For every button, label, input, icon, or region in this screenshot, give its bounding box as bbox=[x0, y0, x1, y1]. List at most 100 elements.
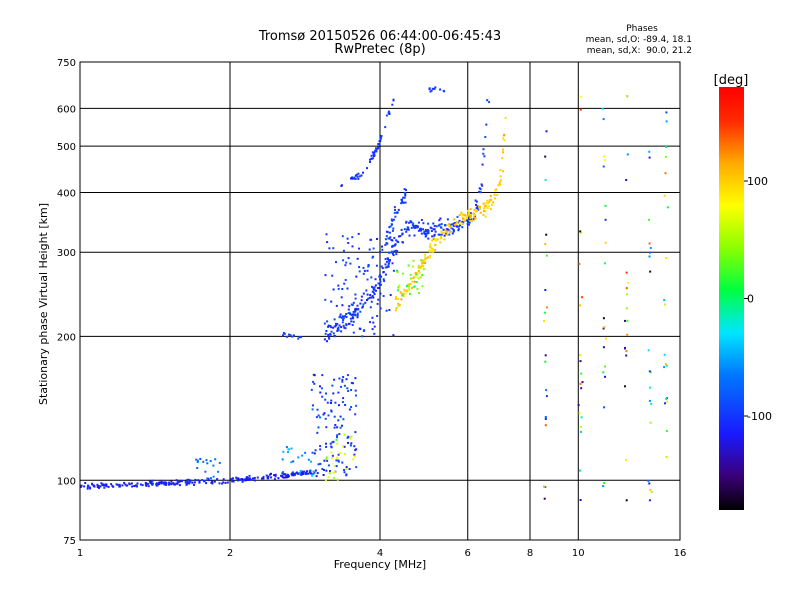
data-point bbox=[624, 385, 626, 388]
data-point bbox=[297, 337, 300, 340]
data-point bbox=[307, 472, 310, 475]
data-point bbox=[314, 469, 317, 472]
data-point bbox=[411, 280, 414, 283]
data-point bbox=[354, 413, 357, 416]
data-point bbox=[341, 401, 344, 403]
data-point bbox=[356, 175, 359, 178]
data-point bbox=[415, 273, 417, 276]
data-point bbox=[403, 191, 406, 194]
data-point bbox=[442, 231, 445, 234]
data-point bbox=[665, 364, 668, 367]
data-point bbox=[544, 155, 547, 158]
data-point bbox=[350, 303, 353, 306]
data-point bbox=[392, 218, 395, 221]
data-point bbox=[381, 245, 383, 248]
data-point bbox=[130, 482, 133, 485]
data-point bbox=[103, 484, 106, 487]
data-point bbox=[497, 183, 500, 186]
data-point bbox=[420, 232, 423, 235]
data-point bbox=[433, 225, 436, 227]
data-point bbox=[409, 273, 412, 276]
colorbar bbox=[719, 87, 744, 510]
data-point bbox=[545, 306, 548, 309]
data-point bbox=[351, 382, 354, 385]
data-point bbox=[213, 480, 216, 483]
data-point bbox=[455, 221, 458, 224]
data-point bbox=[338, 316, 341, 319]
data-point bbox=[312, 472, 315, 475]
data-point bbox=[201, 479, 204, 481]
data-point bbox=[148, 480, 151, 483]
data-point bbox=[392, 244, 395, 247]
data-point bbox=[545, 389, 548, 392]
data-point bbox=[345, 261, 348, 264]
data-point bbox=[336, 457, 339, 460]
data-point bbox=[625, 293, 628, 296]
data-point bbox=[433, 234, 436, 237]
data-point bbox=[352, 177, 354, 180]
data-point bbox=[254, 479, 257, 482]
data-point bbox=[408, 234, 411, 237]
data-point bbox=[405, 230, 408, 233]
data-point bbox=[664, 155, 667, 158]
data-point bbox=[460, 223, 463, 226]
data-point bbox=[474, 213, 477, 216]
data-point bbox=[430, 230, 433, 232]
colorbar-ticks: 100 0 -100 bbox=[744, 175, 772, 423]
data-point bbox=[133, 485, 136, 487]
data-point bbox=[340, 185, 343, 187]
data-point bbox=[358, 270, 361, 273]
data-point bbox=[370, 276, 373, 279]
data-point bbox=[307, 458, 310, 461]
data-point bbox=[410, 287, 413, 289]
data-point bbox=[352, 458, 355, 461]
data-point bbox=[324, 298, 327, 301]
data-point bbox=[427, 231, 430, 234]
data-point bbox=[428, 254, 431, 257]
data-point bbox=[317, 463, 320, 466]
data-point bbox=[218, 461, 221, 464]
data-point bbox=[412, 224, 415, 226]
data-point bbox=[626, 95, 629, 98]
data-point bbox=[461, 222, 464, 225]
data-point bbox=[342, 376, 345, 378]
data-point bbox=[345, 313, 348, 315]
data-point bbox=[417, 270, 420, 272]
data-point bbox=[347, 242, 350, 244]
data-point bbox=[355, 404, 358, 407]
data-point bbox=[332, 332, 335, 335]
data-point bbox=[603, 365, 606, 368]
data-point bbox=[413, 275, 416, 278]
data-point bbox=[424, 262, 427, 264]
data-point bbox=[375, 289, 377, 292]
data-point bbox=[338, 377, 341, 380]
data-point bbox=[395, 253, 398, 256]
data-point bbox=[447, 225, 450, 228]
data-point bbox=[335, 438, 338, 441]
data-point bbox=[287, 448, 290, 451]
data-point bbox=[376, 238, 378, 240]
data-point bbox=[544, 178, 547, 181]
data-point bbox=[579, 108, 582, 111]
data-point bbox=[376, 302, 379, 305]
data-point bbox=[291, 471, 294, 474]
data-point bbox=[328, 247, 331, 250]
data-point bbox=[482, 152, 485, 155]
y-tick-label: 75 bbox=[63, 536, 76, 547]
data-point bbox=[486, 99, 489, 102]
data-point bbox=[333, 476, 335, 479]
data-point bbox=[384, 258, 387, 260]
data-point bbox=[433, 88, 436, 90]
data-point bbox=[256, 476, 259, 479]
data-point bbox=[217, 470, 220, 473]
data-point bbox=[397, 286, 400, 289]
data-point bbox=[291, 335, 294, 338]
data-point bbox=[392, 254, 395, 257]
data-point bbox=[663, 353, 666, 356]
data-point bbox=[374, 284, 377, 287]
data-point bbox=[118, 485, 121, 488]
data-point bbox=[431, 248, 434, 251]
data-point bbox=[237, 477, 240, 480]
data-point bbox=[187, 482, 190, 485]
data-point bbox=[414, 224, 417, 227]
